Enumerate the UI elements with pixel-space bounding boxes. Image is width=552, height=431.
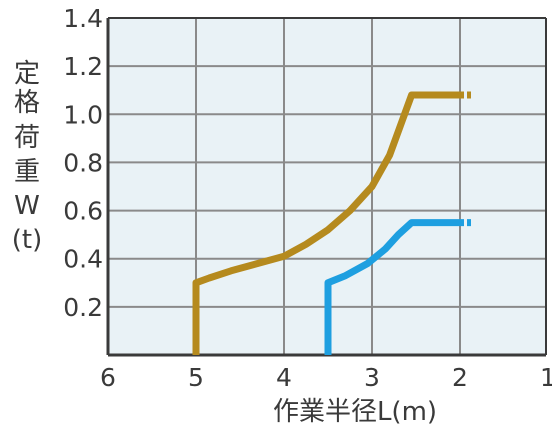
y-tick-labels: 0.2 0.4 0.6 0.8 1.0 1.2 1.4 <box>63 4 103 322</box>
x-tick-label: 2 <box>452 363 468 392</box>
y-tick-label: 1.0 <box>63 100 103 129</box>
x-tick-labels: 6 5 4 3 2 1 <box>100 363 552 392</box>
y-tick-label: 1.4 <box>63 4 103 33</box>
y-axis-label-char: W <box>14 191 40 221</box>
y-axis-label-char: 荷 <box>14 123 40 153</box>
series-line-1 <box>192 91 460 355</box>
y-tick-label: 0.6 <box>63 197 103 226</box>
series-line-2 <box>324 219 460 355</box>
x-tick-label: 5 <box>188 363 204 392</box>
y-tick-label: 0.2 <box>63 293 103 322</box>
x-tick-label: 6 <box>100 363 116 392</box>
y-tick-label: 0.8 <box>63 148 103 177</box>
x-axis-label: 作業半径L(m) <box>273 397 437 427</box>
x-tick-label: 1 <box>540 363 552 392</box>
x-tick-label: 3 <box>364 363 380 392</box>
y-axis-label-char: 定 <box>14 59 40 89</box>
y-tick-label: 0.4 <box>63 245 103 274</box>
x-tick-label: 4 <box>276 363 292 392</box>
y-axis-label-char: (t) <box>12 225 42 255</box>
y-tick-label: 1.2 <box>63 52 103 81</box>
y-axis-label-char: 格 <box>14 88 40 118</box>
y-axis-label-char: 重 <box>14 157 40 187</box>
series-lines <box>192 91 472 355</box>
